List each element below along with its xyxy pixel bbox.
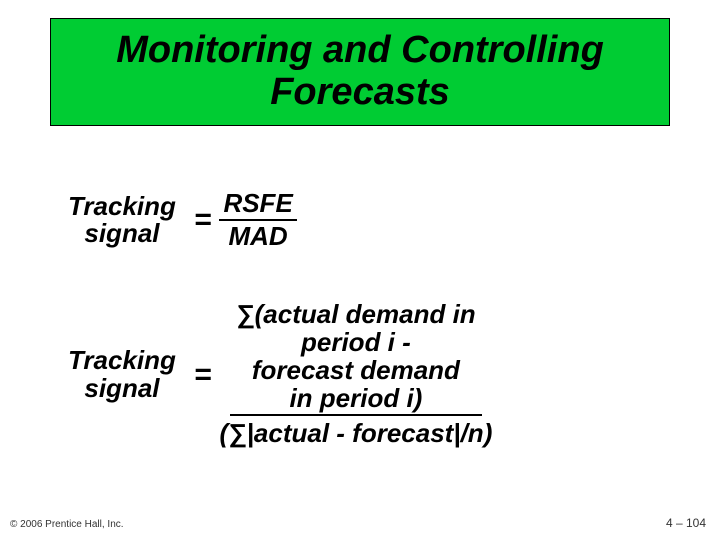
title-line-2: Forecasts: [270, 71, 450, 113]
formula1-lhs-line1: Tracking: [68, 191, 176, 221]
page-number: 4 – 104: [666, 516, 706, 530]
formula1-denominator: MAD: [225, 221, 292, 252]
formula-tracking-signal-simple: Tracking signal = RSFE MAD: [68, 188, 297, 252]
formula2-lhs-line2: signal: [84, 373, 159, 403]
formula2-equals: =: [194, 358, 212, 392]
formula1-equals: =: [194, 203, 212, 237]
formula2-num-line4: in period i): [289, 383, 422, 413]
formula2-numerator: ∑(actual demand in period i - forecast d…: [230, 300, 482, 416]
formula1-lhs: Tracking signal: [68, 193, 176, 248]
formula2-denominator: (∑|actual - forecast|/n): [219, 416, 492, 449]
slide-title: Monitoring and Controlling Forecasts: [116, 30, 604, 114]
formula1-lhs-line2: signal: [84, 218, 159, 248]
formula2-lhs: Tracking signal: [68, 347, 176, 402]
title-box: Monitoring and Controlling Forecasts: [50, 18, 670, 126]
formula2-fraction: ∑(actual demand in period i - forecast d…: [219, 300, 492, 449]
copyright-text: © 2006 Prentice Hall, Inc.: [10, 519, 124, 530]
formula1-fraction: RSFE MAD: [219, 188, 296, 252]
formula2-lhs-line1: Tracking: [68, 345, 176, 375]
formula2-num-line1: ∑(actual demand in: [236, 299, 476, 329]
formula-tracking-signal-expanded: Tracking signal = ∑(actual demand in per…: [68, 300, 492, 449]
formula2-num-line3: forecast demand: [252, 355, 460, 385]
formula2-num-line2: period i -: [301, 327, 411, 357]
title-line-1: Monitoring and Controlling: [116, 29, 604, 71]
formula1-numerator: RSFE: [219, 188, 296, 221]
